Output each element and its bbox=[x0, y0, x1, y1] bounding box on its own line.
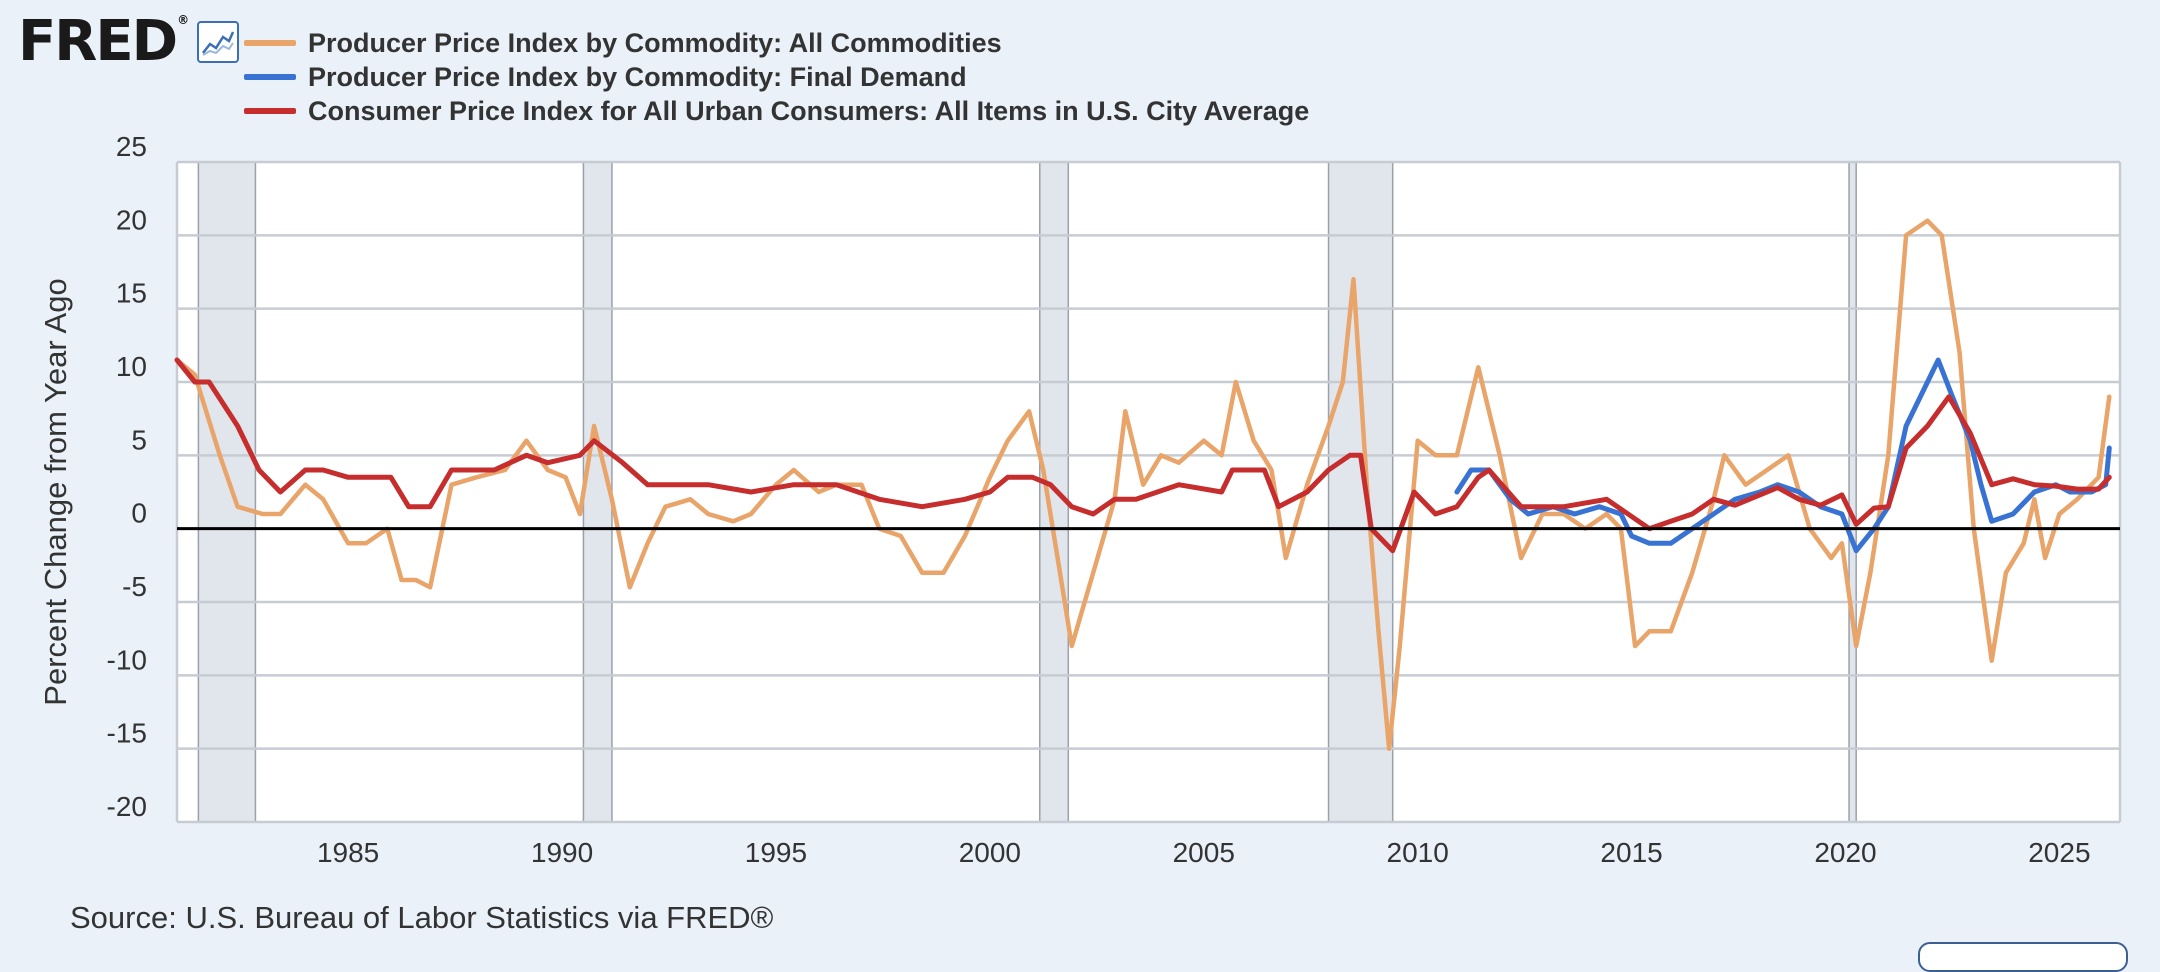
source-note: Source: U.S. Bureau of Labor Statistics … bbox=[70, 900, 774, 935]
recession-band bbox=[583, 162, 612, 822]
y-tick-label: 25 bbox=[116, 131, 147, 162]
legend-swatch bbox=[244, 74, 296, 80]
y-tick-label: 0 bbox=[131, 498, 147, 529]
legend-label: Producer Price Index by Commodity: Final… bbox=[308, 61, 967, 92]
recession-band bbox=[1328, 162, 1393, 822]
y-tick-label: 15 bbox=[116, 278, 147, 309]
y-tick-label: 5 bbox=[131, 424, 147, 455]
y-tick-label: -10 bbox=[107, 644, 147, 675]
legend-label: Producer Price Index by Commodity: All C… bbox=[308, 27, 1002, 58]
x-tick-label: 1985 bbox=[317, 837, 379, 868]
series-line-cpi bbox=[174, 357, 2112, 554]
x-tick-label: 2000 bbox=[959, 837, 1021, 868]
legend-item-final-demand[interactable]: Producer Price Index by Commodity: Final… bbox=[244, 60, 1309, 94]
y-tick-label: 10 bbox=[116, 351, 147, 382]
x-tick-label: 2005 bbox=[1173, 837, 1235, 868]
x-tick-label: 1990 bbox=[531, 837, 593, 868]
plot-area bbox=[177, 162, 2120, 822]
series-line-all-commodities bbox=[174, 218, 2112, 751]
recession-band bbox=[1849, 162, 1857, 822]
chart-legend: Producer Price Index by Commodity: All C… bbox=[244, 26, 1309, 128]
legend-swatch bbox=[244, 108, 296, 114]
edit-graph-button[interactable] bbox=[1918, 942, 2128, 972]
x-tick-label: 2010 bbox=[1387, 837, 1449, 868]
recession-band bbox=[1039, 162, 1069, 822]
y-axis-label: Percent Change from Year Ago bbox=[38, 278, 73, 705]
legend-swatch bbox=[244, 40, 296, 46]
y-tick-label: 20 bbox=[116, 204, 147, 235]
line-chart-icon bbox=[197, 21, 240, 63]
x-tick-label: 2020 bbox=[1814, 837, 1876, 868]
logo-registered-mark: ® bbox=[177, 13, 189, 27]
x-tick-label: 2025 bbox=[2028, 837, 2090, 868]
y-tick-label: -5 bbox=[122, 571, 147, 602]
x-tick-label: 2015 bbox=[1600, 837, 1662, 868]
y-tick-label: -15 bbox=[107, 718, 147, 749]
y-tick-label: -20 bbox=[107, 791, 147, 822]
legend-label: Consumer Price Index for All Urban Consu… bbox=[308, 95, 1310, 126]
fred-logo[interactable]: FRED® bbox=[18, 13, 240, 70]
x-tick-label: 1995 bbox=[745, 837, 807, 868]
logo-wordmark: FRED bbox=[18, 9, 178, 74]
legend-item-all-commodities[interactable]: Producer Price Index by Commodity: All C… bbox=[244, 26, 1309, 60]
legend-item-cpi[interactable]: Consumer Price Index for All Urban Consu… bbox=[244, 94, 1309, 128]
logo-text: FRED® bbox=[18, 13, 189, 70]
recession-band bbox=[198, 162, 256, 822]
